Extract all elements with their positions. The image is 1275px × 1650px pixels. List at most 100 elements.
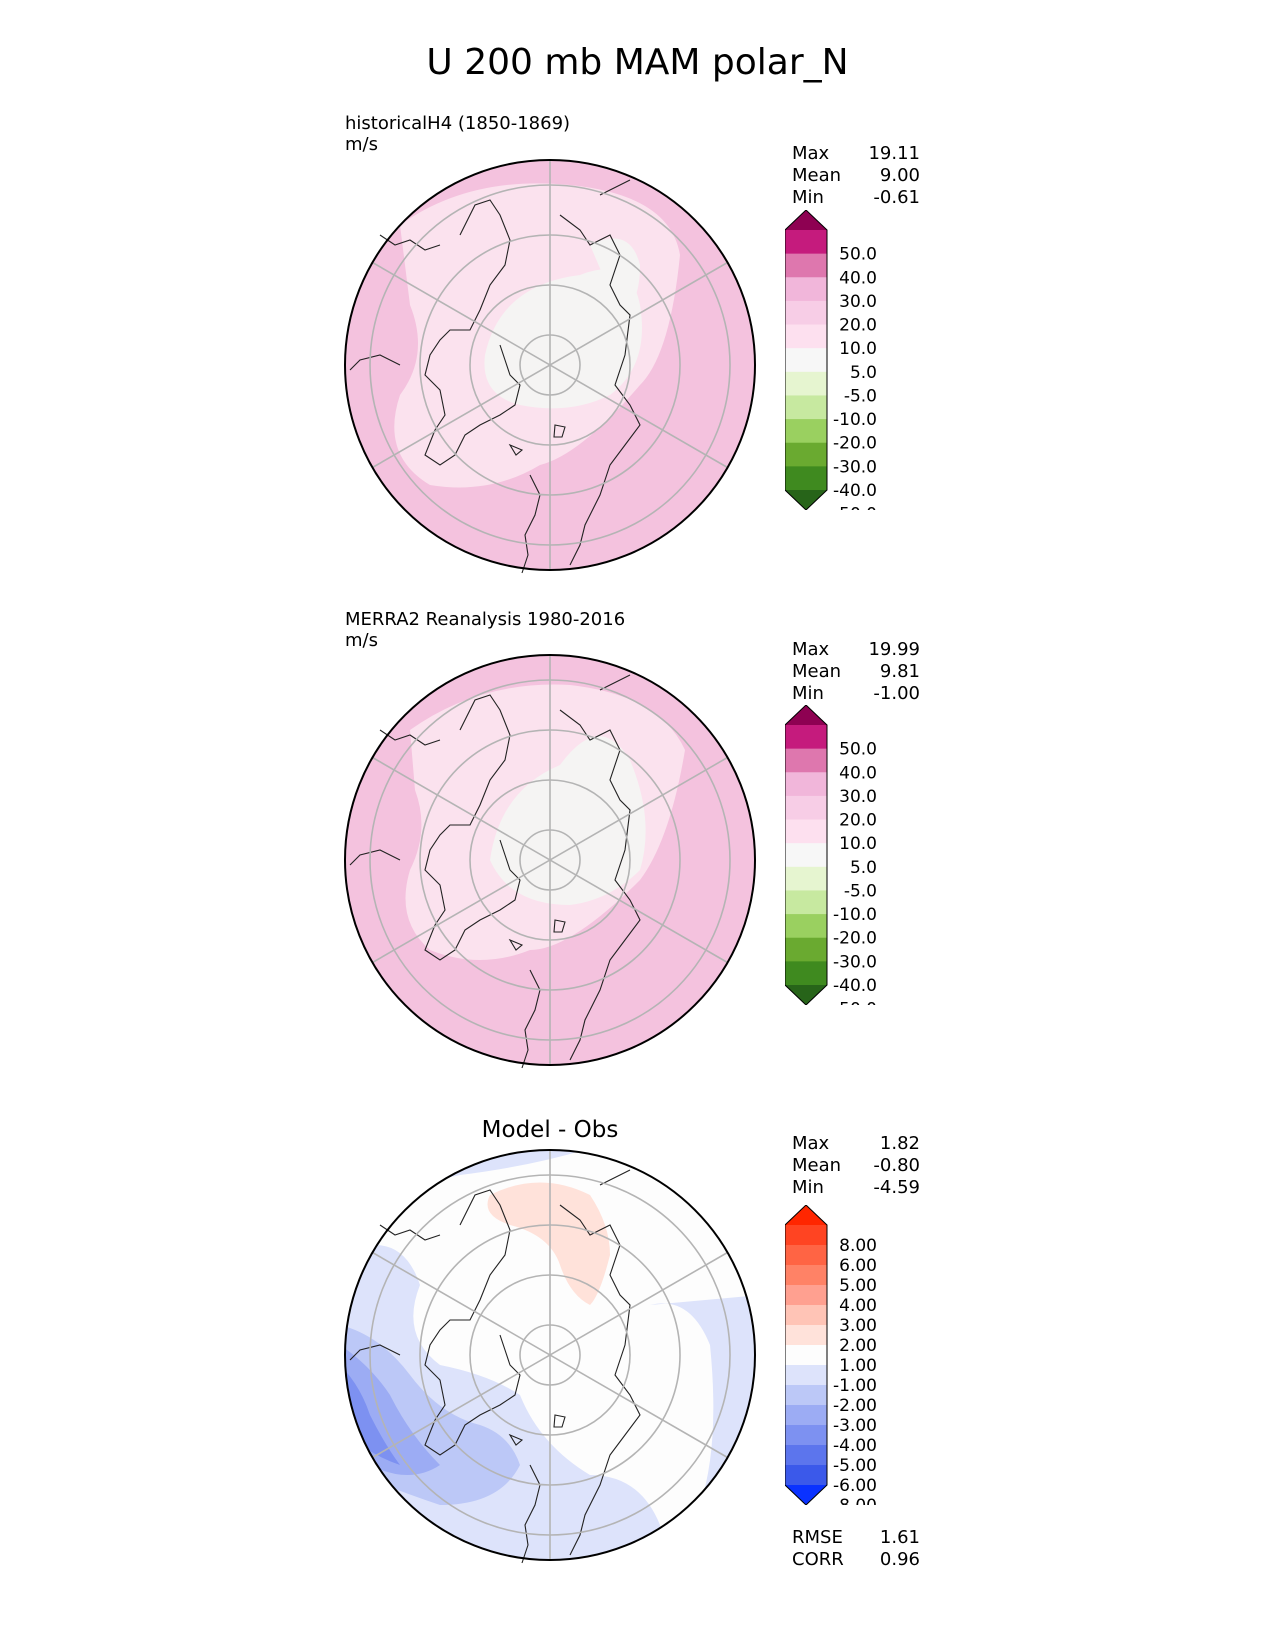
colorbar-extend-top [785, 210, 827, 230]
stat-row-mean: Mean 9.00 [792, 165, 920, 186]
stat-row-min: Min -1.00 [792, 683, 920, 704]
colorbar-segment [785, 324, 827, 349]
colorbar-tick-label: 2.00 [839, 1336, 877, 1356]
colorbar-tick-label: 30.0 [839, 292, 877, 312]
colorbar-tick-label: -5.0 [844, 881, 877, 901]
colorbar-segment [785, 1325, 827, 1346]
coastlines [349, 674, 641, 1069]
colorbar-tick-label: 5.0 [850, 363, 877, 383]
panel-3-title: Model - Obs [481, 1117, 619, 1143]
panel-1-stats: Max 19.11 Mean 9.00 Min -0.61 [792, 143, 920, 209]
colorbar-segment [785, 843, 827, 868]
colorbar-segment [785, 1285, 827, 1306]
polar-map-3 [344, 1149, 756, 1564]
colorbar-tick-label: -6.00 [833, 1476, 877, 1496]
panel-2-units: m/s [345, 630, 378, 651]
colorbar-outline [785, 210, 828, 510]
field-contour-neg4 [345, 1365, 400, 1465]
colorbar-tick-label: 8.00 [839, 1236, 877, 1256]
colorbar-segment [785, 1225, 827, 1246]
polar-map-2 [344, 654, 756, 1069]
colorbar-tick-label: -10.0 [833, 410, 877, 430]
colorbar-tick-label: -1.00 [833, 1376, 877, 1396]
figure-title: U 200 mb MAM polar_N [426, 42, 849, 83]
colorbar-segment [785, 1465, 827, 1486]
panel-1-units: m/s [345, 134, 378, 155]
colorbar-tick-label: -10.0 [833, 905, 877, 925]
polar-map-1 [344, 159, 756, 574]
colorbar-segment [785, 890, 827, 915]
colorbar-outline [785, 705, 828, 1005]
colorbar-segment [785, 1365, 827, 1386]
field-contour-5 [490, 736, 646, 905]
map-boundary [344, 159, 756, 571]
colorbar-segment [785, 914, 827, 939]
graticule [369, 160, 731, 570]
colorbar-tick-label: -2.00 [833, 1396, 877, 1416]
colorbar-segment [785, 1425, 827, 1446]
colorbar-tick-label: -8.00 [833, 1496, 877, 1505]
map-boundary [344, 654, 756, 1066]
colorbar-tick-label: 30.0 [839, 787, 877, 807]
colorbar-tick-label: -20.0 [833, 929, 877, 949]
stat-row-min: Min -0.61 [792, 187, 920, 208]
colorbar-segment [785, 961, 827, 986]
colorbar-tick-label: -40.0 [833, 481, 877, 501]
colorbar-segment [785, 795, 827, 821]
colorbar-extend-top [785, 705, 827, 725]
panel-2-title: MERRA2 Reanalysis 1980-2016 m/s [345, 609, 625, 651]
colorbar-segment [785, 419, 827, 444]
panel-2-name: MERRA2 Reanalysis 1980-2016 [345, 609, 626, 630]
colorbar-tick-label: 20.0 [839, 316, 877, 336]
colorbar-segment [785, 772, 827, 797]
colorbar-tick-label: 50.0 [839, 740, 877, 760]
colorbar-segment [785, 253, 827, 278]
stat-row-max: Max 19.11 [792, 143, 920, 164]
graticule [369, 655, 731, 1065]
colorbar-tick-label: 5.00 [839, 1276, 877, 1296]
colorbar-tick-label: -50.0 [833, 505, 877, 510]
panel-1-title: historicalH4 (1850-1869) m/s [345, 113, 570, 155]
colorbar-tick-label: -50.0 [833, 1000, 877, 1005]
coastlines [349, 179, 641, 574]
colorbar-tick-label: -5.00 [833, 1456, 877, 1476]
colorbar-extend-bottom [785, 985, 827, 1005]
colorbar-segment [785, 466, 827, 491]
colorbar-segment [785, 442, 827, 467]
map-boundary [344, 1149, 756, 1561]
stat-row-max: Max 19.99 [792, 639, 920, 660]
panel-3-metrics: RMSE 1.61 CORR 0.96 [792, 1527, 920, 1571]
stat-row-max: Max 1.82 [792, 1133, 920, 1154]
colorbar-3: 8.006.005.004.003.002.001.00-1.00-2.00-3… [785, 1205, 877, 1505]
graticule [369, 1150, 731, 1560]
panel-3-stats: Max 1.82 Mean -0.80 Min -4.59 [792, 1133, 920, 1199]
colorbar-segment [785, 937, 827, 962]
colorbar-segment [785, 1405, 827, 1426]
panel-2-stats: Max 19.99 Mean 9.81 Min -1.00 [792, 639, 920, 705]
colorbar-tick-label: 5.0 [850, 858, 877, 878]
field-contour-5b [590, 238, 640, 315]
colorbar-tick-label: 50.0 [839, 245, 877, 265]
colorbar-segment [785, 748, 827, 773]
colorbar-2: 50.0 40.0 30.0 20.0 10.0 5.0 -5.0 -10.0 -20.0 -30… [785, 705, 877, 1005]
colorbar-tick-label: -40.0 [833, 976, 877, 996]
colorbar-segment [785, 1345, 827, 1366]
colorbar-segment [785, 1385, 827, 1406]
colorbar-tick-label: -3.00 [833, 1416, 877, 1436]
colorbar-extend-top [785, 1205, 827, 1225]
panel-1-name: historicalH4 (1850-1869) [345, 113, 571, 134]
colorbar-segment [785, 1265, 827, 1286]
colorbar-tick-label: 4.00 [839, 1296, 877, 1316]
colorbar-tick-label: -4.00 [833, 1436, 877, 1456]
colorbar-segment [785, 277, 827, 302]
stat-row-mean: Mean 9.81 [792, 661, 920, 682]
colorbar-outline [785, 1205, 828, 1505]
metric-row-corr: CORR 0.96 [792, 1549, 920, 1570]
colorbar-segment [785, 1305, 827, 1326]
stat-row-mean: Mean -0.80 [792, 1155, 920, 1176]
stat-row-min: Min -4.59 [792, 1177, 920, 1198]
colorbar-tick-label: 1.00 [839, 1356, 877, 1376]
colorbar-tick-label: 6.00 [839, 1256, 877, 1276]
metric-row-rmse: RMSE 1.61 [792, 1527, 920, 1548]
colorbar-segment [785, 371, 827, 396]
